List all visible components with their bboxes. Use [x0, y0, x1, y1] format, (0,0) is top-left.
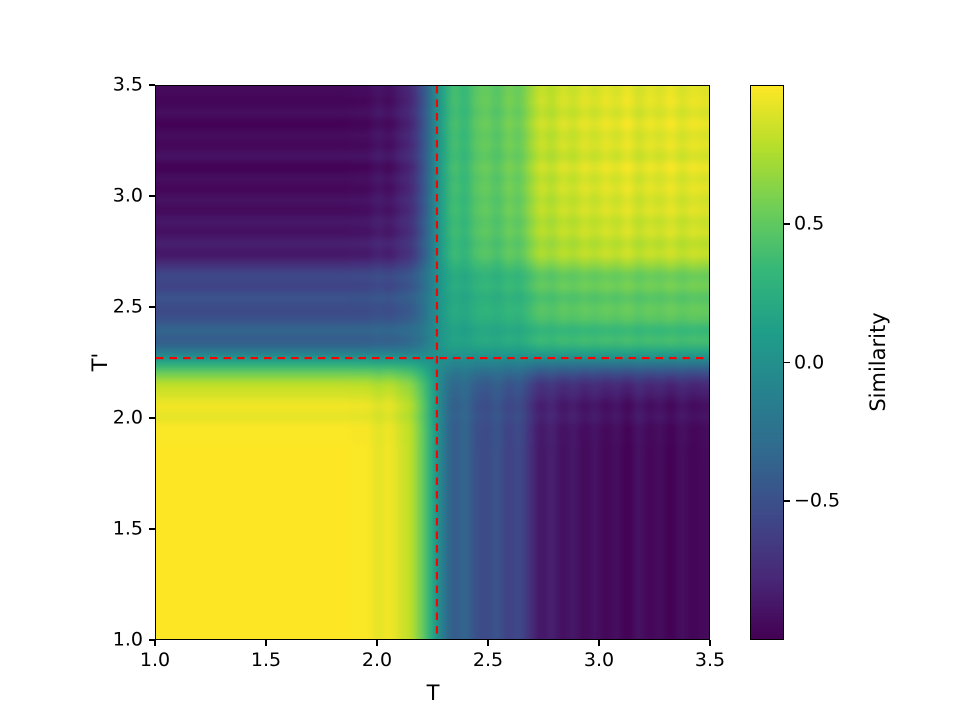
y-tick-mark: [149, 528, 155, 530]
x-tick-mark: [265, 640, 267, 646]
x-tick-label: 3.0: [583, 649, 615, 671]
x-tick-mark: [598, 640, 600, 646]
y-tick-label: 2.5: [112, 295, 143, 318]
colorbar: [750, 85, 784, 640]
colorbar-tick-label: 0.5: [794, 212, 825, 235]
colorbar-tick-mark: [784, 222, 790, 225]
critical-line-overlay: [156, 86, 709, 639]
x-tick-label: 1.5: [250, 649, 282, 671]
colorbar-tick-label: −0.5: [794, 489, 841, 512]
x-tick-label: 2.0: [361, 649, 393, 671]
y-axis-label: T': [88, 352, 112, 372]
plot-area: [155, 85, 710, 640]
x-tick-mark: [154, 640, 156, 646]
x-tick-mark: [487, 640, 489, 646]
x-tick-label: 1.0: [139, 649, 171, 671]
colorbar-tick-mark: [784, 500, 790, 503]
y-tick-label: 1.5: [112, 517, 143, 540]
y-tick-mark: [149, 306, 155, 308]
colorbar-tick-label: 0.0: [794, 351, 825, 373]
y-tick-mark: [149, 417, 155, 419]
x-tick-label: 2.5: [472, 649, 504, 671]
y-tick-label: 3.0: [112, 184, 143, 207]
heatmap-canvas: [156, 86, 709, 639]
colorbar-tick-mark: [784, 361, 790, 364]
y-tick-mark: [149, 195, 155, 197]
x-tick-mark: [709, 640, 711, 646]
x-tick-label: 3.5: [694, 649, 726, 671]
colorbar-label: Similarity: [866, 312, 890, 412]
x-tick-mark: [376, 640, 378, 646]
y-tick-label: 1.0: [112, 628, 143, 651]
y-tick-label: 3.5: [112, 73, 143, 96]
x-axis-label: T: [426, 681, 440, 705]
y-tick-label: 2.0: [112, 406, 143, 429]
colorbar-canvas: [751, 86, 783, 639]
y-tick-mark: [149, 84, 155, 86]
y-tick-mark: [149, 639, 155, 641]
